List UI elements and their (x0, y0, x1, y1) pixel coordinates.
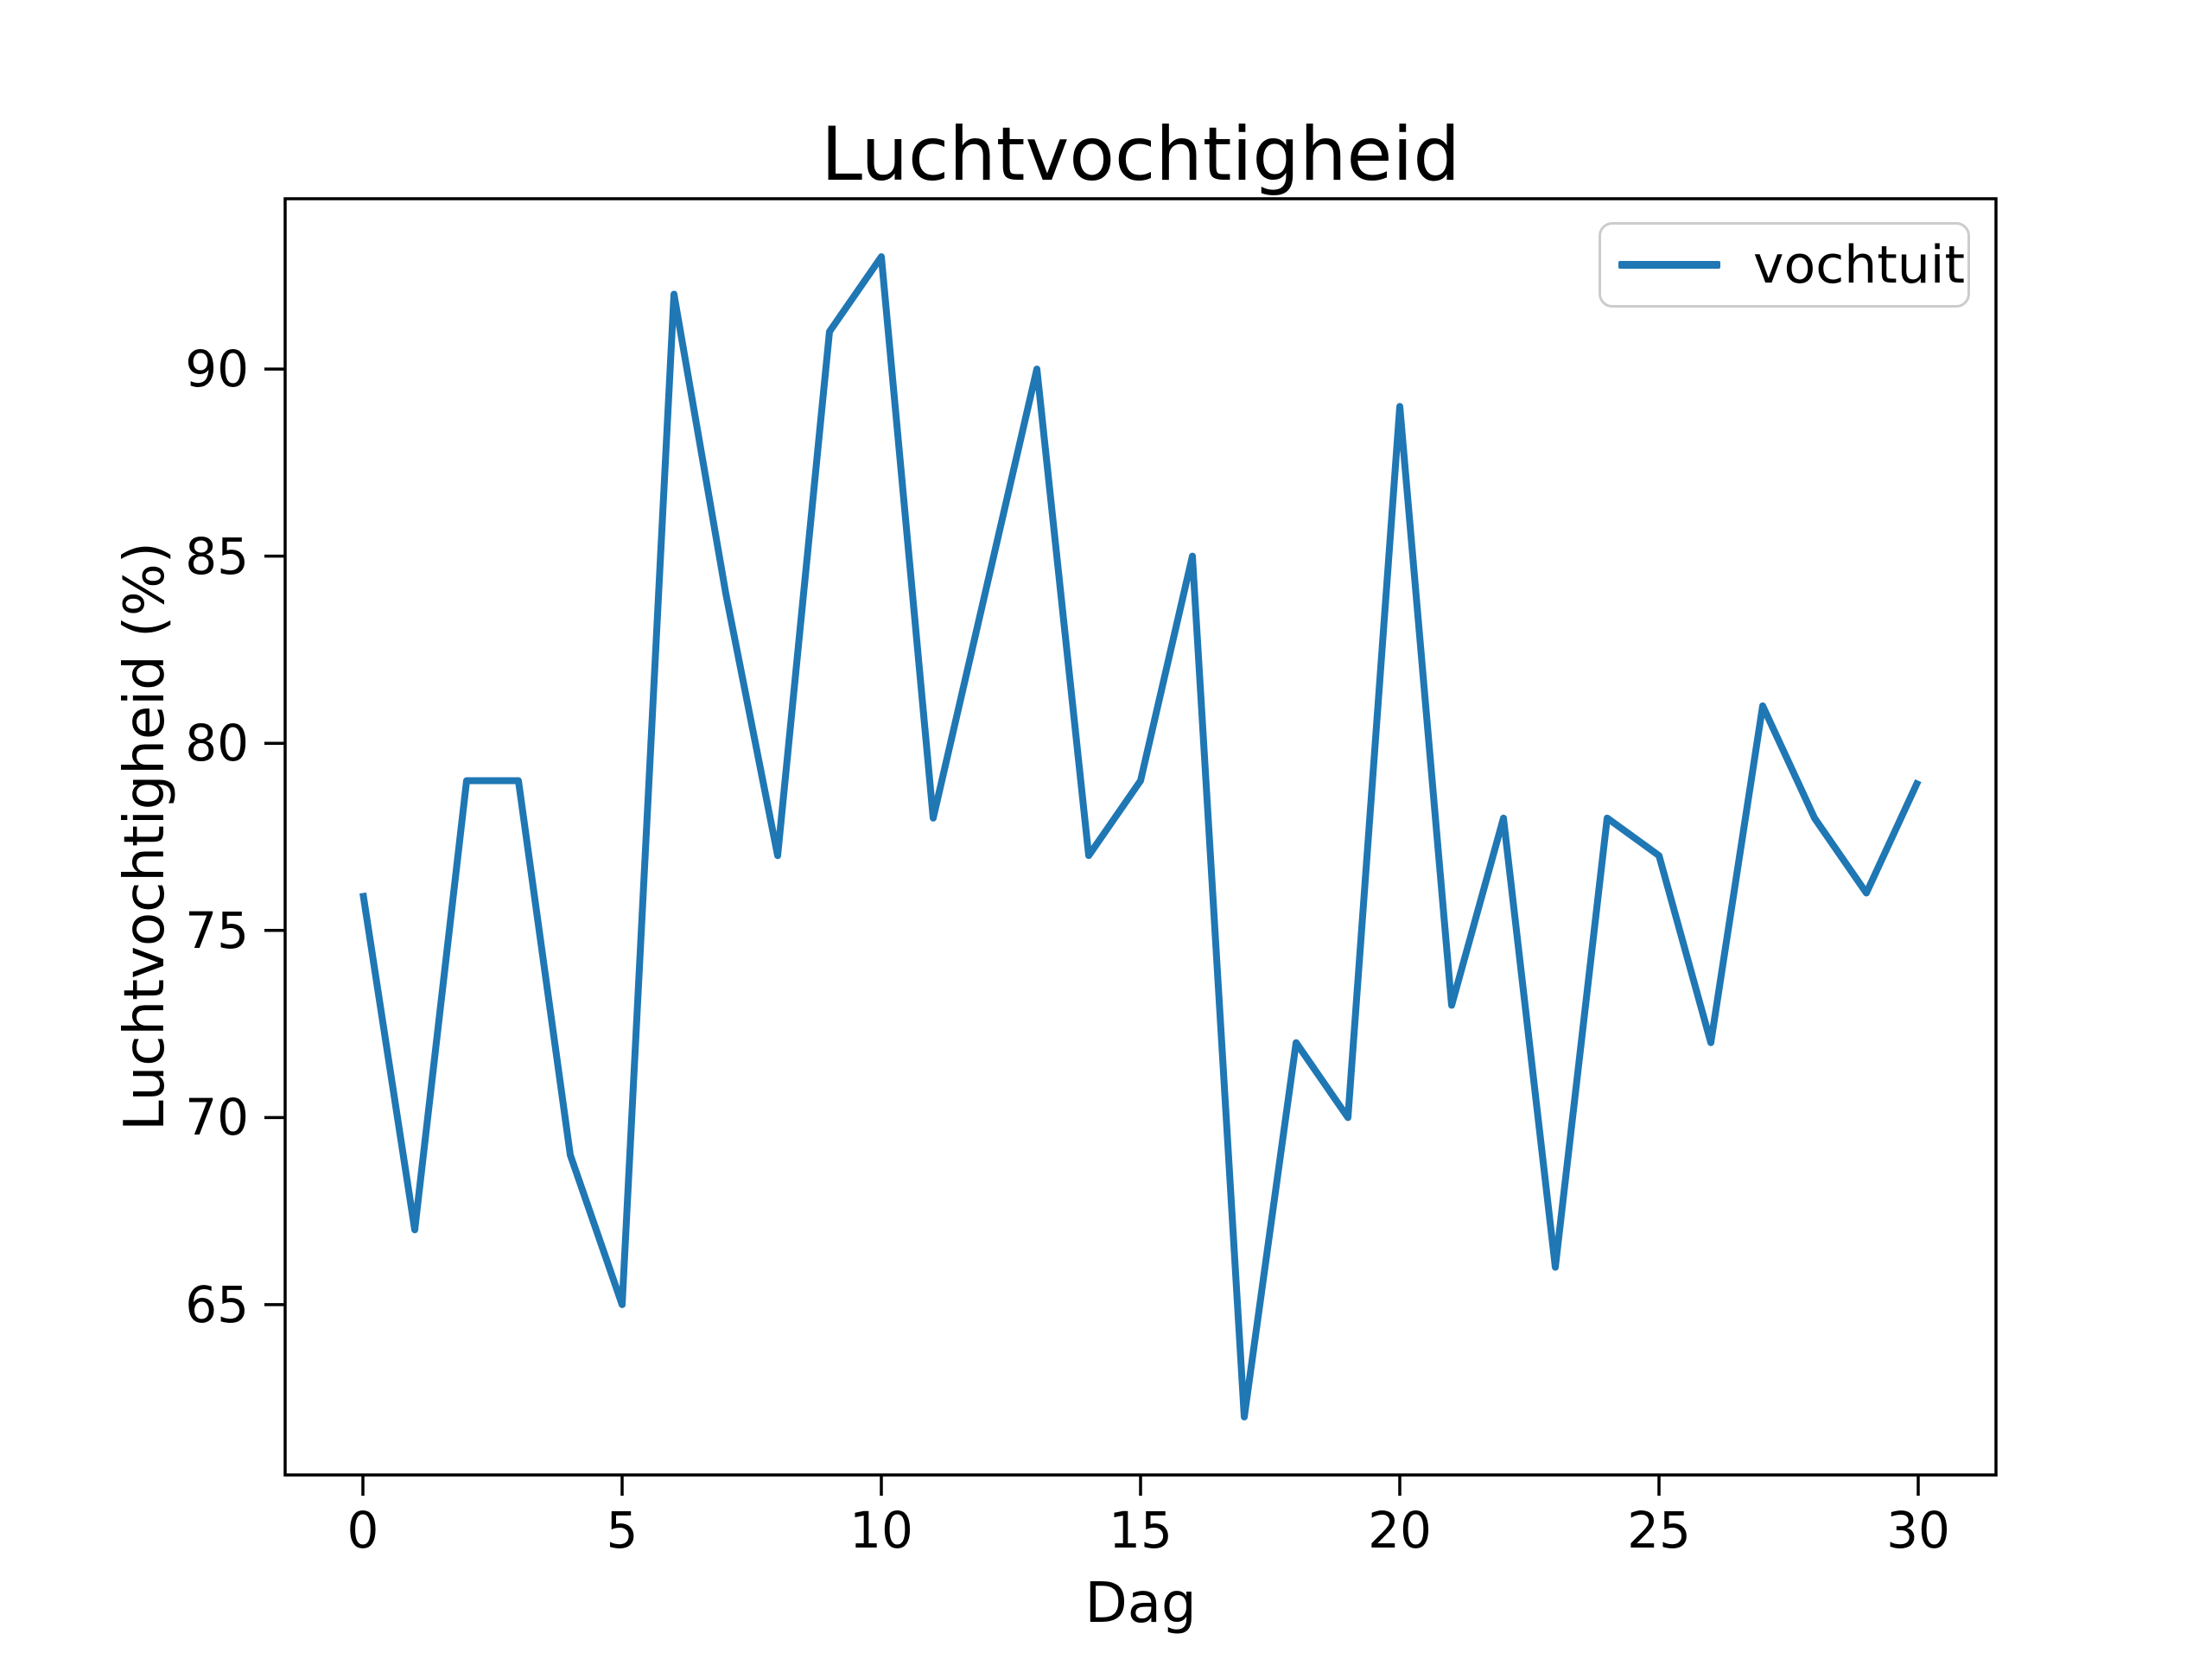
legend: vochtuit (1599, 222, 1970, 308)
x-tick-label: 10 (849, 1501, 913, 1560)
x-tick-label: 5 (606, 1501, 639, 1560)
y-tick-label: 90 (185, 340, 249, 399)
y-tick-label: 85 (185, 526, 249, 586)
legend-label: vochtuit (1753, 234, 1965, 296)
legend-line-sample-icon (1618, 261, 1720, 269)
series-group (359, 253, 1922, 1421)
x-tick-label: 0 (346, 1501, 379, 1560)
y-tick-label: 70 (185, 1088, 249, 1147)
x-tick-label: 25 (1627, 1501, 1691, 1560)
tick-marks (264, 367, 1920, 1496)
line-vochtuit (359, 253, 1922, 1421)
y-axis-label: Luchtvochtigheid (%) (113, 542, 177, 1131)
chart-title: Luchtvochtigheid (821, 111, 1460, 198)
y-tick-label: 75 (185, 900, 249, 960)
x-tick-label: 20 (1368, 1501, 1432, 1560)
x-tick-label: 15 (1109, 1501, 1173, 1560)
x-tick-label: 30 (1886, 1501, 1950, 1560)
x-axis-label: Dag (1084, 1572, 1197, 1636)
y-tick-label: 80 (185, 714, 249, 773)
y-tick-label: 65 (185, 1274, 249, 1334)
